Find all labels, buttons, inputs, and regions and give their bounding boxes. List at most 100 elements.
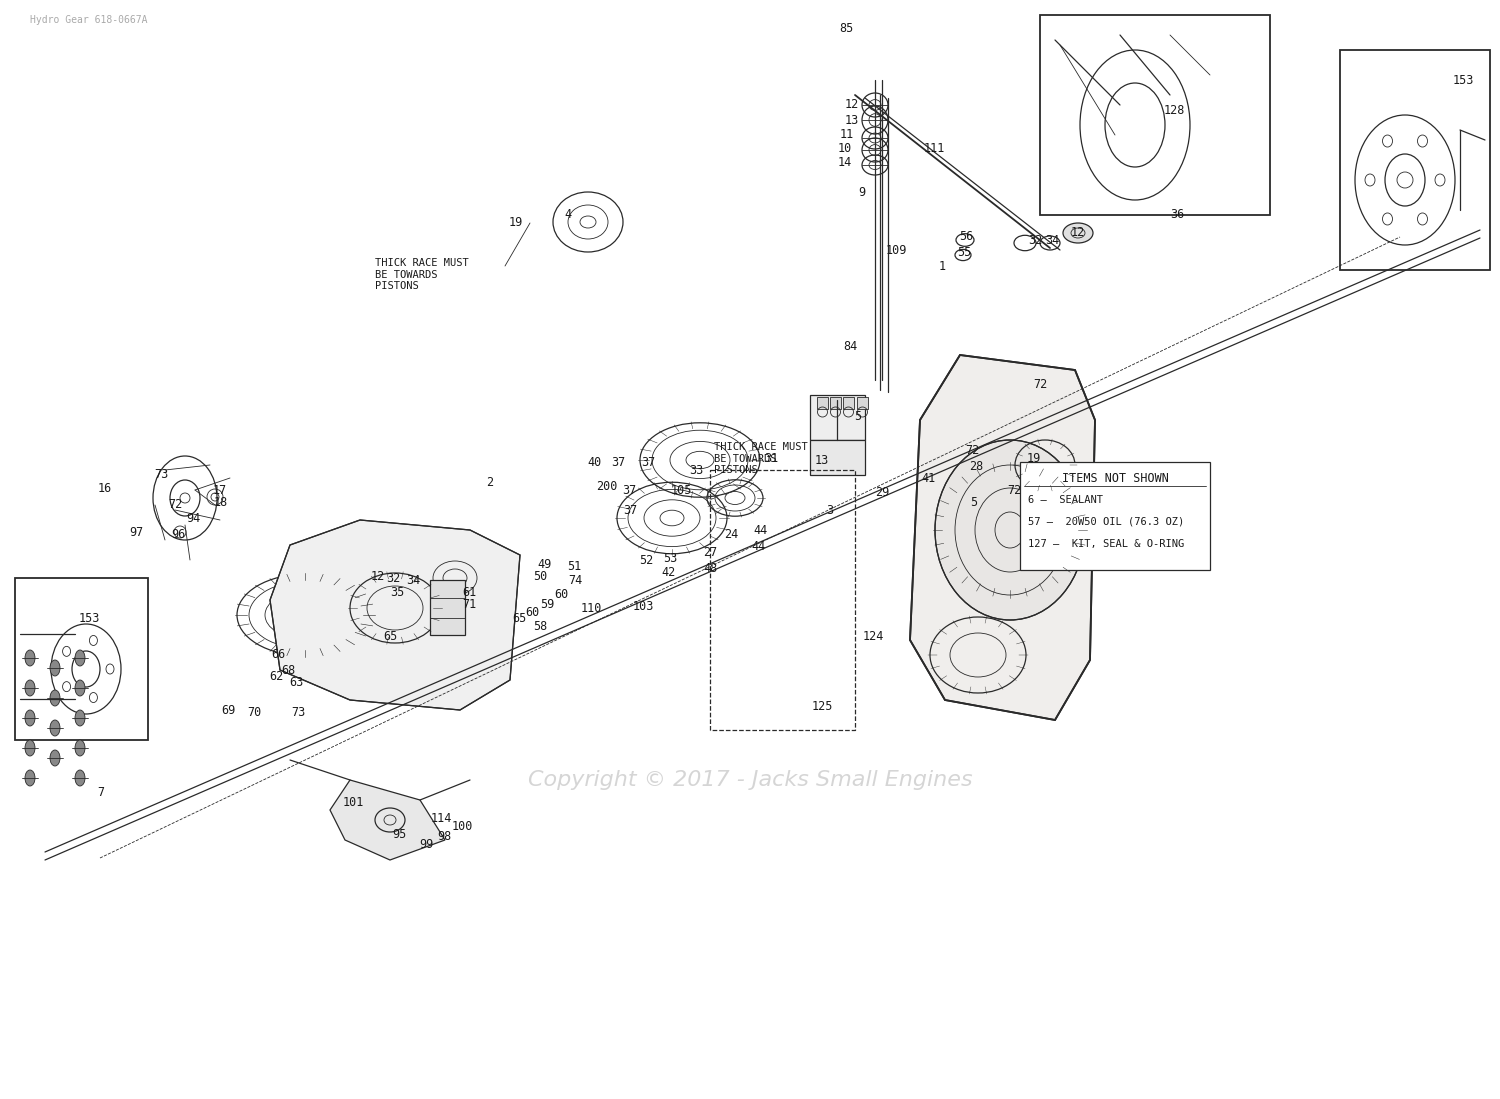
Text: 12: 12 [370,570,386,584]
Ellipse shape [75,770,86,786]
Text: 17: 17 [213,484,226,497]
Text: 3: 3 [827,503,834,517]
Text: 105: 105 [670,484,692,497]
Text: 14: 14 [839,155,852,168]
Bar [830,397,842,409]
Bar [15,578,149,740]
Text: 31: 31 [764,452,778,465]
Ellipse shape [50,660,60,676]
Text: 10: 10 [839,142,852,155]
Text: 69: 69 [220,703,236,717]
Text: 200: 200 [597,479,618,492]
Text: 49: 49 [537,558,550,571]
Text: 95: 95 [392,828,406,841]
Text: 114: 114 [430,811,451,824]
Polygon shape [910,355,1095,720]
Text: 73: 73 [154,468,168,481]
Text: 71: 71 [462,599,476,611]
Text: 70: 70 [248,706,261,719]
Text: 19: 19 [509,215,524,229]
Ellipse shape [26,650,34,666]
Text: 96: 96 [171,528,184,541]
Text: 63: 63 [290,677,303,689]
Text: 48: 48 [704,562,718,575]
Text: 34: 34 [406,574,420,587]
Text: 53: 53 [663,552,676,565]
Ellipse shape [75,710,86,726]
Text: 128: 128 [1164,103,1185,116]
Text: 100: 100 [452,821,472,833]
Text: 72: 72 [964,444,980,456]
Text: Copyright © 2017 - Jacks Small Engines: Copyright © 2017 - Jacks Small Engines [528,770,972,790]
Ellipse shape [75,740,86,756]
Text: 68: 68 [280,664,296,677]
Text: 73: 73 [291,707,304,720]
Text: 74: 74 [568,574,582,587]
Bar [810,395,865,440]
Ellipse shape [50,720,60,736]
Ellipse shape [26,740,34,756]
Text: 5: 5 [855,410,861,422]
Text: 109: 109 [885,244,906,256]
Polygon shape [270,520,520,710]
Text: Hydro Gear 618-0667A: Hydro Gear 618-0667A [30,15,147,25]
Bar [1340,49,1490,270]
Text: 36: 36 [1170,209,1184,222]
Text: 125: 125 [812,699,832,712]
Text: 60: 60 [554,588,568,600]
Text: 153: 153 [78,611,99,624]
Text: 57 –  20W50 OIL (76.3 OZ): 57 – 20W50 OIL (76.3 OZ) [1028,517,1185,528]
Bar [856,397,868,409]
Text: 12: 12 [1071,226,1084,240]
Text: 2: 2 [486,476,494,488]
Text: 37: 37 [640,455,656,468]
Bar [1020,462,1210,570]
Text: 32: 32 [1028,234,1042,247]
Text: 65: 65 [512,611,526,624]
Text: 4: 4 [564,209,572,222]
Text: 12: 12 [844,99,859,111]
Text: 59: 59 [540,598,554,611]
Text: 16: 16 [98,481,112,495]
Ellipse shape [1064,223,1094,243]
Bar [430,580,465,635]
Text: 85: 85 [839,22,854,34]
Text: 40: 40 [586,455,602,468]
Text: THICK RACE MUST
BE TOWARDS
PISTONS: THICK RACE MUST BE TOWARDS PISTONS [375,258,468,291]
Text: 35: 35 [390,586,404,599]
Text: 51: 51 [567,560,580,574]
Text: 99: 99 [419,839,434,852]
Text: 62: 62 [268,669,284,682]
Text: 124: 124 [862,630,883,643]
Text: 44: 44 [753,523,766,536]
Text: 9: 9 [858,187,865,200]
Text: 103: 103 [633,600,654,613]
Text: 101: 101 [342,796,363,809]
Text: 44: 44 [752,540,765,553]
Text: 56: 56 [958,231,974,244]
Text: 55: 55 [957,245,970,258]
Text: 37: 37 [610,455,626,468]
Text: 6 –  SEALANT: 6 – SEALANT [1028,495,1102,506]
Text: 24: 24 [724,529,738,542]
Text: 50: 50 [532,570,548,584]
Text: 111: 111 [924,142,945,155]
Bar [710,470,855,730]
Text: 41: 41 [921,471,934,485]
Text: 65: 65 [382,630,398,643]
Text: 42: 42 [662,566,675,578]
Text: 72: 72 [168,498,182,511]
Text: 58: 58 [532,620,548,633]
Text: THICK RACE MUST
BE TOWARDS
PISTONS: THICK RACE MUST BE TOWARDS PISTONS [714,442,807,475]
Text: 1: 1 [939,260,945,274]
Bar [1040,15,1270,215]
Text: 66: 66 [272,648,285,662]
Text: 52: 52 [639,554,652,566]
Ellipse shape [75,650,86,666]
Text: 33: 33 [688,464,703,477]
Text: 61: 61 [462,587,476,599]
Text: 11: 11 [840,129,854,142]
Text: 37: 37 [622,484,636,497]
Text: 72: 72 [1007,484,1022,497]
Bar [810,440,865,475]
